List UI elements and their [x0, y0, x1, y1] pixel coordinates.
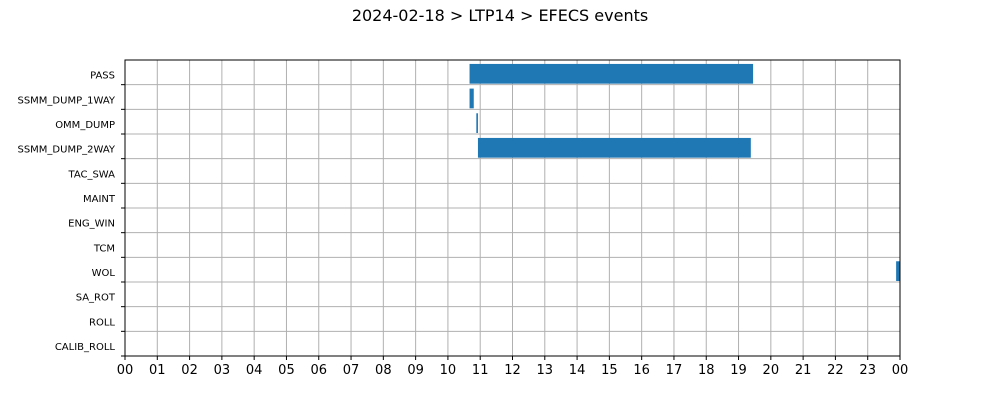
- x-tick-label: 05: [278, 363, 295, 378]
- x-axis: 00 01 02 03 04 05 06 07 08 09 10 11 12 13 14 15 16 17 18 19…: [117, 356, 909, 378]
- x-tick-label: 03: [214, 363, 231, 378]
- x-tick-label: 06: [310, 363, 327, 378]
- event-bar-ssmm-dump-1way: [469, 88, 474, 109]
- y-axis: PASS SSMM_DUMP_1WAY OMM_DUMP SSMM_DUMP_2WAY…: [17, 71, 125, 357]
- x-tick-label: 12: [504, 363, 521, 378]
- x-tick-label: 22: [827, 363, 844, 378]
- chart-title: 2024-02-18 > LTP14 > EFECS events: [351, 6, 649, 25]
- x-tick-label: 16: [633, 363, 650, 378]
- event-bar-wol: [896, 261, 900, 281]
- y-tick-label: SA_ROT: [76, 293, 116, 304]
- y-tick-label: TAC_SWA: [67, 169, 115, 180]
- x-tick-label: 23: [859, 363, 876, 378]
- x-tick-label: 20: [763, 363, 780, 378]
- x-tick-label: 18: [698, 363, 715, 378]
- x-tick-label: 10: [440, 363, 457, 378]
- x-tick-label: 13: [537, 363, 554, 378]
- grid-lines: [124, 60, 901, 356]
- event-bar-omm-dump: [476, 113, 478, 133]
- x-tick-label: 00: [892, 363, 909, 378]
- y-tick-label: ROLL: [89, 317, 115, 328]
- event-bar-pass: [469, 63, 754, 84]
- x-tick-label: 00: [117, 363, 134, 378]
- x-tick-label: 01: [149, 363, 166, 378]
- x-tick-label: 19: [730, 363, 747, 378]
- y-tick-label: SSMM_DUMP_1WAY: [17, 95, 115, 106]
- x-tick-label: 14: [569, 363, 586, 378]
- y-tick-label: ENG_WIN: [68, 219, 115, 230]
- x-tick-label: 17: [666, 363, 683, 378]
- y-tick-label: WOL: [92, 268, 116, 279]
- x-tick-label: 08: [375, 363, 392, 378]
- y-tick-label: CALIB_ROLL: [55, 342, 116, 353]
- y-tick-label: SSMM_DUMP_2WAY: [17, 145, 115, 156]
- y-tick-label: MAINT: [83, 194, 116, 205]
- x-tick-label: 07: [343, 363, 360, 378]
- event-bar-ssmm-dump-2way: [477, 137, 751, 158]
- x-tick-label: 02: [181, 363, 198, 378]
- x-tick-label: 11: [472, 363, 489, 378]
- x-tick-label: 15: [601, 363, 618, 378]
- y-tick-label: PASS: [90, 71, 115, 82]
- y-tick-label: OMM_DUMP: [55, 120, 115, 131]
- x-tick-label: 21: [795, 363, 812, 378]
- x-tick-label: 04: [246, 363, 263, 378]
- x-tick-label: 09: [407, 363, 424, 378]
- event-bars: [469, 63, 900, 281]
- y-tick-label: TCM: [93, 243, 115, 254]
